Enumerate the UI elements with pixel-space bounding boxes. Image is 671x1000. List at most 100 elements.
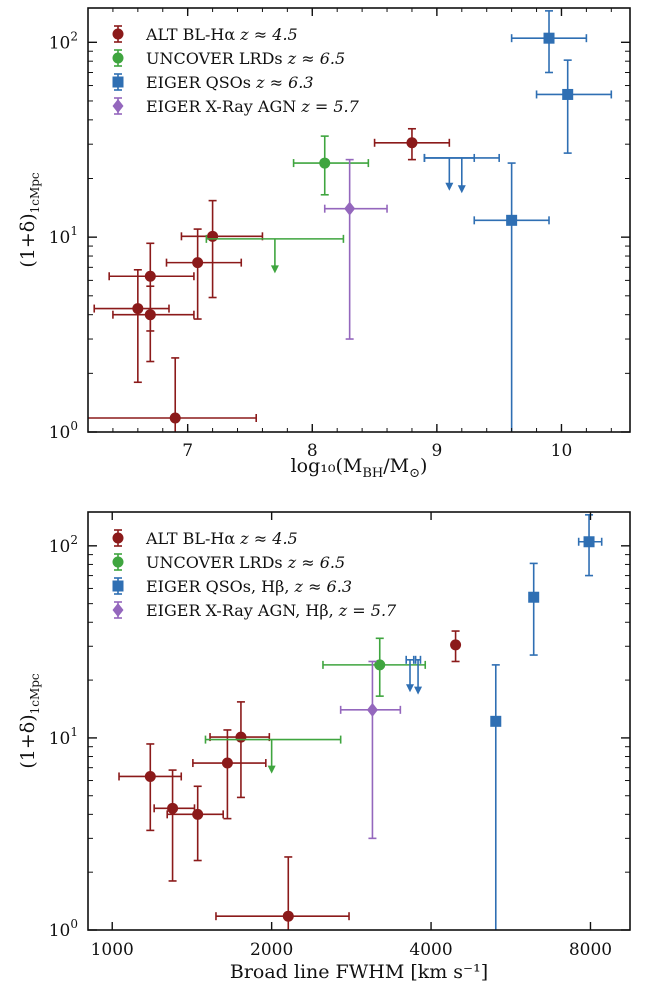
x-label-sub-sun: ⊙ (409, 466, 420, 480)
alt-marker (132, 303, 144, 315)
uncover-marker (374, 659, 386, 671)
top-alt-point-3 (108, 242, 195, 332)
legend-marker (112, 76, 124, 88)
x-label-slash: /M (383, 455, 409, 477)
legend-label: UNCOVER LRDs z ≈ 6.5 (146, 49, 345, 68)
y-tick-label: 102 (49, 29, 78, 53)
y-tick-label: 102 (49, 533, 78, 557)
legend-item-uncover: UNCOVER LRDs z ≈ 6.5 (112, 553, 345, 572)
bottom-alt-point-3 (166, 785, 224, 862)
bottom-legend: ALT BL-Hα z ≈ 4.5 UNCOVER LRDs z ≈ 6.5 EIG… (112, 529, 397, 620)
x-label-log: log₁₀(M (291, 455, 363, 477)
eiger_qso-marker (583, 536, 595, 548)
legend-marker (112, 603, 124, 617)
legend-label-name: EIGER QSOs (146, 73, 256, 92)
legend-label-redshift: z ≈ 6.3 (294, 577, 352, 596)
legend-item-alt: ALT BL-Hα z ≈ 4.5 (112, 529, 298, 548)
alt-marker (167, 802, 179, 814)
alt-marker (282, 910, 294, 922)
y-tick-exponent: 0 (70, 419, 78, 433)
limit-arrow-head (457, 185, 466, 194)
top-alt-point-2 (112, 285, 195, 363)
y-label-sub: 1cMpc (28, 172, 42, 213)
legend-item-eiger_xray: EIGER X-Ray AGN, Hβ, z = 5.7 (112, 601, 397, 620)
bottom-uncover-upper-limit-0 (204, 735, 342, 774)
top-eiger_qso-upper-limit-0 (423, 153, 476, 191)
alt-marker (192, 808, 204, 820)
bottom-eiger_qso-point-0 (577, 514, 603, 577)
eiger_qso-marker (528, 591, 540, 603)
alt-marker (169, 412, 181, 424)
legend-label-name: ALT BL-Hα (145, 25, 240, 44)
legend-label-redshift: z = 5.7 (338, 601, 397, 620)
bottom-eiger_qso-upper-limit-0 (405, 655, 415, 693)
bottom-data-layer (118, 514, 603, 930)
legend-label: EIGER QSOs, Hβ, z ≈ 6.3 (146, 577, 352, 596)
y-tick-label: 101 (49, 224, 78, 248)
top-data-layer (88, 10, 613, 432)
top-uncover-point-0 (292, 135, 370, 196)
top-eiger_qso-point-0 (510, 10, 588, 74)
top-alt-point-6 (373, 127, 451, 161)
bottom-alt-point-2 (153, 769, 196, 882)
eiger_xray-marker (344, 201, 356, 216)
legend-marker (112, 556, 124, 568)
legend-label-name: EIGER QSOs, Hβ, (146, 577, 295, 596)
y-label-main: (1+δ) (17, 714, 39, 768)
legend-label: ALT BL-Hα z ≈ 4.5 (145, 529, 298, 548)
legend-marker (112, 52, 124, 64)
y-label-sub: 1cMpc (28, 673, 42, 714)
legend-label-name: EIGER X-Ray AGN, Hβ, (146, 601, 339, 620)
top-eiger_qso-point-2 (473, 162, 550, 432)
bottom-x-axis-label: Broad line FWHM [km s⁻¹] (230, 961, 488, 983)
x-tick-label: 8000 (569, 940, 612, 960)
legend-marker (112, 99, 124, 113)
y-tick-label: 100 (49, 917, 78, 941)
alt-marker (235, 731, 247, 743)
bottom-alt-point-0 (215, 856, 350, 930)
bottom-alt-point-5 (209, 701, 271, 799)
top-uncover-upper-limit-0 (205, 234, 345, 274)
limit-arrow-head (270, 265, 279, 274)
x-tick-label: 8 (307, 441, 318, 461)
x-tick-label: 7 (182, 441, 193, 461)
legend-label-redshift: z = 5.7 (300, 97, 359, 116)
y-tick-exponent: 0 (70, 917, 78, 931)
bottom-uncover-point-0 (322, 637, 427, 697)
legend-label: EIGER QSOs z ≈ 6.3 (146, 73, 314, 92)
top-legend: ALT BL-Hα z ≈ 4.5 UNCOVER LRDs z ≈ 6.5 EIG… (112, 25, 360, 116)
alt-marker (450, 639, 462, 651)
legend-item-eiger_xray: EIGER X-Ray AGN z = 5.7 (112, 97, 360, 116)
legend-marker (112, 28, 124, 40)
legend-label-redshift: z ≈ 6.3 (255, 73, 313, 92)
legend-label-name: EIGER X-Ray AGN (146, 97, 301, 116)
legend-label: UNCOVER LRDs z ≈ 6.5 (146, 553, 345, 572)
top-alt-point-5 (180, 199, 264, 299)
top-panel-chart: 7 8 9 10100101102log₁₀(MBH/M⊙)(1+δ)1cMpcALT… (17, 7, 631, 480)
bottom-eiger_qso-point-2 (490, 664, 502, 930)
top-alt-point-0 (88, 357, 258, 432)
top-x-ticks: 7 8 9 10 (87, 8, 612, 461)
legend-label-name: ALT BL-Hα (145, 529, 240, 548)
eiger_qso-marker (562, 88, 574, 100)
top-alt-point-1 (93, 268, 170, 384)
top-eiger_xray-point-0 (323, 158, 388, 340)
legend-marker (112, 580, 124, 592)
y-label-main: (1+δ) (17, 213, 39, 267)
legend-item-eiger_qso: EIGER QSOs z ≈ 6.3 (112, 73, 314, 92)
alt-marker (192, 257, 204, 269)
x-tick-label: 10 (551, 441, 573, 461)
legend-label-redshift: z ≈ 6.5 (287, 553, 345, 572)
alt-marker (207, 230, 219, 242)
y-tick-exponent: 1 (70, 224, 78, 238)
bottom-alt-point-4 (192, 729, 267, 820)
bottom-y-axis-label: (1+δ)1cMpc (17, 673, 42, 769)
top-plot-frame (87, 7, 631, 433)
bottom-plot-frame (87, 511, 631, 931)
legend-item-alt: ALT BL-Hα z ≈ 4.5 (112, 25, 298, 44)
bottom-x-ticks: 1000 2000 4000 8000 (91, 512, 612, 960)
legend-label-redshift: z ≈ 4.5 (239, 25, 297, 44)
y-tick-exponent: 1 (70, 725, 78, 739)
